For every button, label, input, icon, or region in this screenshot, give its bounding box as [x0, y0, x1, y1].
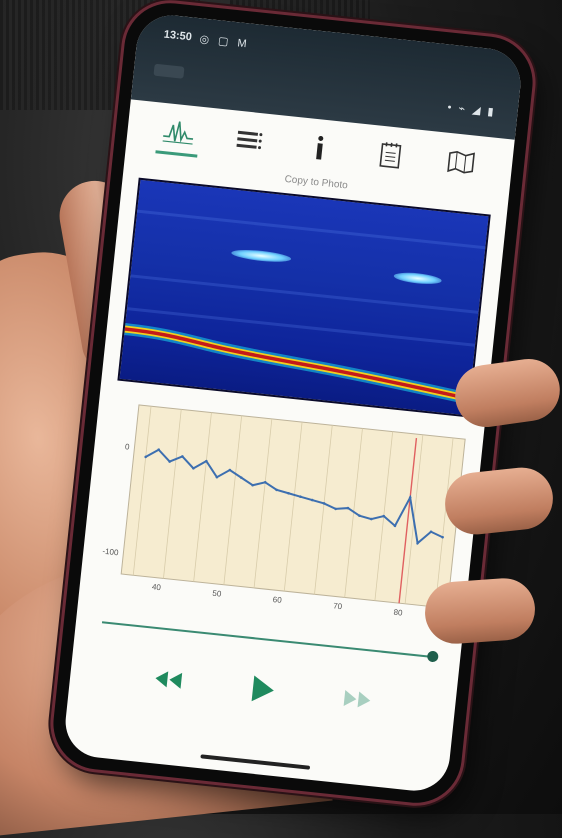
- finger: [423, 576, 537, 646]
- spectrogram-band: [120, 180, 491, 418]
- waveform-chart: 0 -100 40 50 60 70 80: [84, 393, 474, 641]
- status-time: 13:50: [163, 29, 192, 44]
- scrubber-thumb[interactable]: [427, 650, 439, 662]
- tab-waveform[interactable]: [156, 108, 202, 157]
- rewind-icon: [152, 668, 184, 691]
- tab-notes[interactable]: [367, 132, 413, 178]
- chart-x-tick-label: 50: [212, 589, 222, 599]
- fast-forward-button[interactable]: [334, 675, 382, 723]
- chart-y-tick-label: 0: [125, 442, 131, 451]
- list-icon: [234, 127, 264, 154]
- chart-y-tick-label: -100: [102, 547, 119, 558]
- playback-controls: [118, 653, 407, 727]
- spectrogram: [117, 178, 490, 418]
- chart-x-tick-label: 60: [272, 595, 282, 605]
- notepad-icon: [377, 140, 404, 170]
- waveform-chart-svg: 0 -100 40 50 60 70 80: [84, 393, 474, 641]
- chart-x-tick-label: 40: [152, 582, 162, 592]
- notification-icons: ◎ ▢ M: [199, 32, 250, 50]
- chart-x-tick-label: 70: [333, 601, 343, 611]
- tab-map[interactable]: [438, 139, 484, 185]
- rewind-button[interactable]: [144, 655, 192, 703]
- waveform-icon: [161, 115, 198, 146]
- tab-list[interactable]: [226, 117, 272, 163]
- map-icon: [445, 149, 475, 176]
- play-icon: [248, 673, 277, 706]
- tab-info[interactable]: [297, 124, 343, 170]
- fast-forward-icon: [342, 688, 374, 711]
- home-indicator: [200, 754, 310, 769]
- phone-screen: 13:50 ◎ ▢ M • ⌁ ◢ ▮: [62, 12, 524, 794]
- system-status-icons: • ⌁ ◢ ▮: [447, 101, 496, 119]
- chart-x-tick-label: 80: [393, 608, 403, 618]
- app-bar-item: [153, 64, 184, 79]
- info-icon: [311, 133, 328, 162]
- play-button[interactable]: [239, 665, 287, 713]
